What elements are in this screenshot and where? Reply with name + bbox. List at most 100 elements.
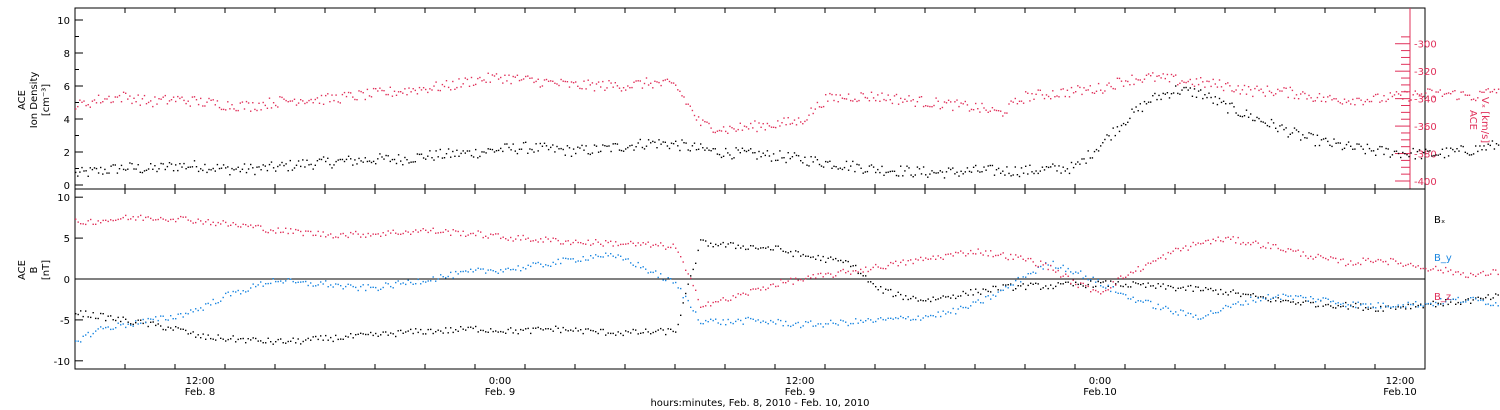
vx-point xyxy=(1129,84,1131,86)
density-point xyxy=(747,149,750,152)
density-point xyxy=(822,166,825,168)
bx-point xyxy=(670,328,672,330)
bx-point xyxy=(407,330,409,332)
density-point xyxy=(522,142,525,144)
density-point xyxy=(1404,153,1406,155)
vx-point xyxy=(250,110,252,112)
vx-point xyxy=(208,97,210,100)
bx-point xyxy=(287,340,289,343)
bx-point xyxy=(505,332,507,334)
bz-point xyxy=(967,253,969,255)
density-point xyxy=(702,147,704,149)
bx-point xyxy=(1147,282,1149,284)
density-point xyxy=(1300,139,1302,141)
by-point xyxy=(207,302,209,305)
vx-point xyxy=(962,103,964,105)
bz-point xyxy=(437,232,439,234)
vx-point xyxy=(858,99,860,102)
by-point xyxy=(847,324,849,327)
vx-point xyxy=(325,94,327,97)
by-point xyxy=(580,260,582,262)
vx-point xyxy=(625,89,627,91)
bx-point xyxy=(205,338,207,340)
bz-point xyxy=(1480,272,1482,274)
vx-point xyxy=(706,121,708,123)
density-point xyxy=(1162,92,1164,95)
density-point xyxy=(1452,148,1454,151)
vx-point xyxy=(822,105,825,108)
bx-point xyxy=(1052,287,1054,290)
vx-point xyxy=(395,94,398,96)
by-point xyxy=(1300,295,1302,297)
by-point xyxy=(1220,310,1222,312)
vx-point xyxy=(1416,93,1419,95)
vx-point xyxy=(910,100,912,102)
vx-point xyxy=(745,126,748,128)
density-point xyxy=(647,139,650,141)
density-point xyxy=(997,167,1000,170)
by-point xyxy=(595,254,597,256)
vx-point xyxy=(664,79,666,81)
density-point xyxy=(602,144,604,146)
bx-point xyxy=(1337,304,1339,307)
bz-point xyxy=(1245,243,1247,246)
density-point xyxy=(1206,96,1208,99)
vx-point xyxy=(1160,77,1162,79)
vx-point xyxy=(1277,88,1279,91)
bz-point xyxy=(325,236,327,238)
bx-point xyxy=(700,239,702,241)
bx-point xyxy=(1200,289,1202,292)
bz-point xyxy=(477,230,479,232)
by-point xyxy=(842,320,844,322)
bz-point xyxy=(860,268,862,271)
density-point xyxy=(185,168,187,170)
by-point xyxy=(1312,298,1314,300)
density-ylabel-line-3: [cm⁻³] xyxy=(41,84,52,116)
by-point xyxy=(302,281,304,283)
bx-point xyxy=(1345,301,1347,304)
density-point xyxy=(360,160,362,162)
bz-point xyxy=(690,277,692,279)
bz-point xyxy=(720,299,722,301)
vx-point xyxy=(425,88,427,91)
bx-point xyxy=(890,288,892,291)
density-point xyxy=(768,155,771,157)
density-point xyxy=(885,171,887,174)
density-point xyxy=(1225,103,1227,105)
by-point xyxy=(240,293,242,295)
by-point xyxy=(260,281,262,283)
bx-point xyxy=(1137,283,1139,285)
bz-point xyxy=(757,287,759,290)
bx-point xyxy=(282,342,284,344)
bz-point xyxy=(905,264,907,266)
vx-point xyxy=(129,95,131,97)
bx-point xyxy=(1002,284,1004,286)
bz-point xyxy=(400,233,402,235)
vx-point xyxy=(495,73,498,75)
vx-point xyxy=(379,87,381,89)
vx-point xyxy=(1064,95,1066,98)
by-point xyxy=(1262,297,1264,299)
by-point xyxy=(1120,292,1122,294)
vx-point xyxy=(1245,93,1248,95)
bx-point xyxy=(1025,288,1027,291)
bx-point xyxy=(392,333,394,335)
bx-point xyxy=(970,289,972,291)
density-point xyxy=(1429,150,1431,152)
density-point xyxy=(97,172,100,174)
by-point xyxy=(627,258,629,260)
density-point xyxy=(1472,153,1475,155)
bx-point xyxy=(380,334,382,336)
density-point xyxy=(483,151,485,153)
bx-point xyxy=(1040,288,1042,290)
bz-point xyxy=(822,276,824,278)
density-point xyxy=(212,167,214,170)
bx-point xyxy=(1470,302,1472,304)
bz-point xyxy=(557,239,559,242)
density-point xyxy=(162,163,164,165)
by-point xyxy=(217,302,219,304)
vx-point xyxy=(570,81,573,83)
by-point xyxy=(1480,299,1482,301)
vx-point xyxy=(729,125,731,128)
density-point xyxy=(833,165,835,167)
